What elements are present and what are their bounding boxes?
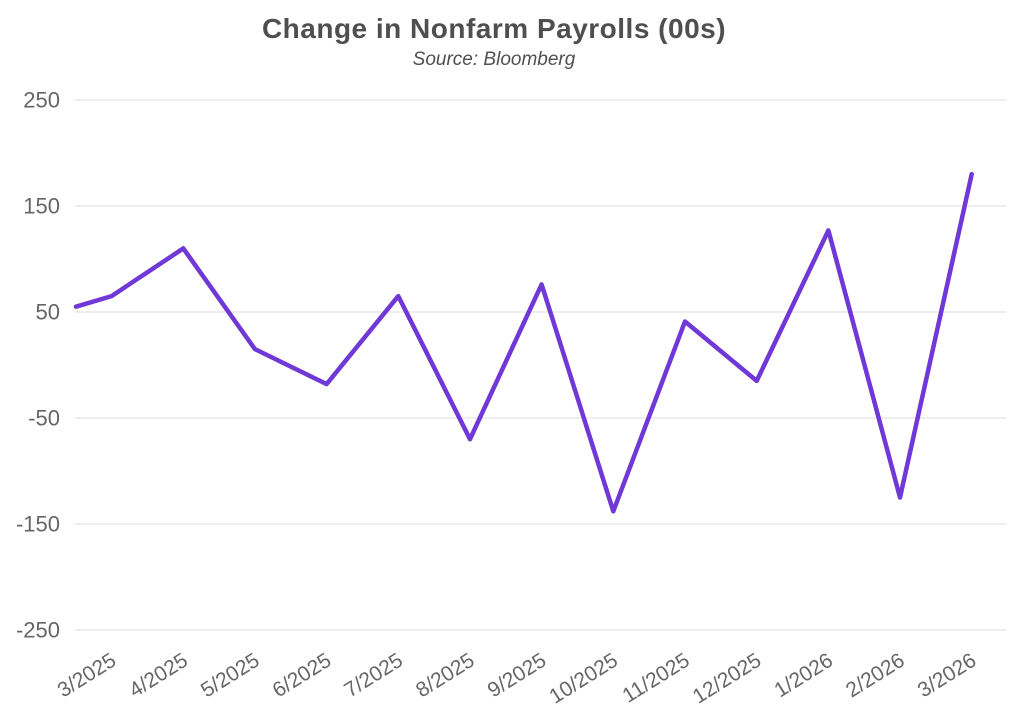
y-tick-label: 50 — [36, 300, 60, 325]
x-tick-label: 10/2025 — [545, 649, 622, 709]
x-tick-label: 2/2026 — [842, 649, 909, 703]
chart-title: Change in Nonfarm Payrolls (00s) — [261, 13, 727, 44]
x-tick-label: 11/2025 — [618, 649, 693, 708]
x-tick-label: 3/2025 — [54, 649, 121, 703]
x-tick-label: 9/2025 — [484, 649, 551, 703]
x-tick-label: 1/2026 — [770, 649, 837, 703]
payrolls-trend-line — [73, 171, 974, 514]
x-tick-label: 6/2025 — [269, 649, 336, 703]
x-tick-label: 8/2025 — [412, 649, 479, 703]
y-tick-label: -250 — [16, 618, 60, 643]
chart-header: Change in Nonfarm Payrolls (00s) Source:… — [0, 12, 988, 71]
x-tick-label: 12/2025 — [689, 649, 766, 709]
x-tick-label: 3/2026 — [914, 649, 981, 703]
y-tick-label: 250 — [23, 88, 60, 113]
y-tick-label: -150 — [16, 512, 60, 537]
y-tick-label: -50 — [28, 406, 60, 431]
x-tick-label: 4/2025 — [125, 649, 192, 703]
x-tick-label: 5/2025 — [197, 649, 264, 703]
chart-subtitle: Source: Bloomberg — [412, 48, 576, 70]
y-tick-label: 150 — [23, 194, 60, 219]
x-tick-label: 7/2025 — [340, 649, 407, 703]
